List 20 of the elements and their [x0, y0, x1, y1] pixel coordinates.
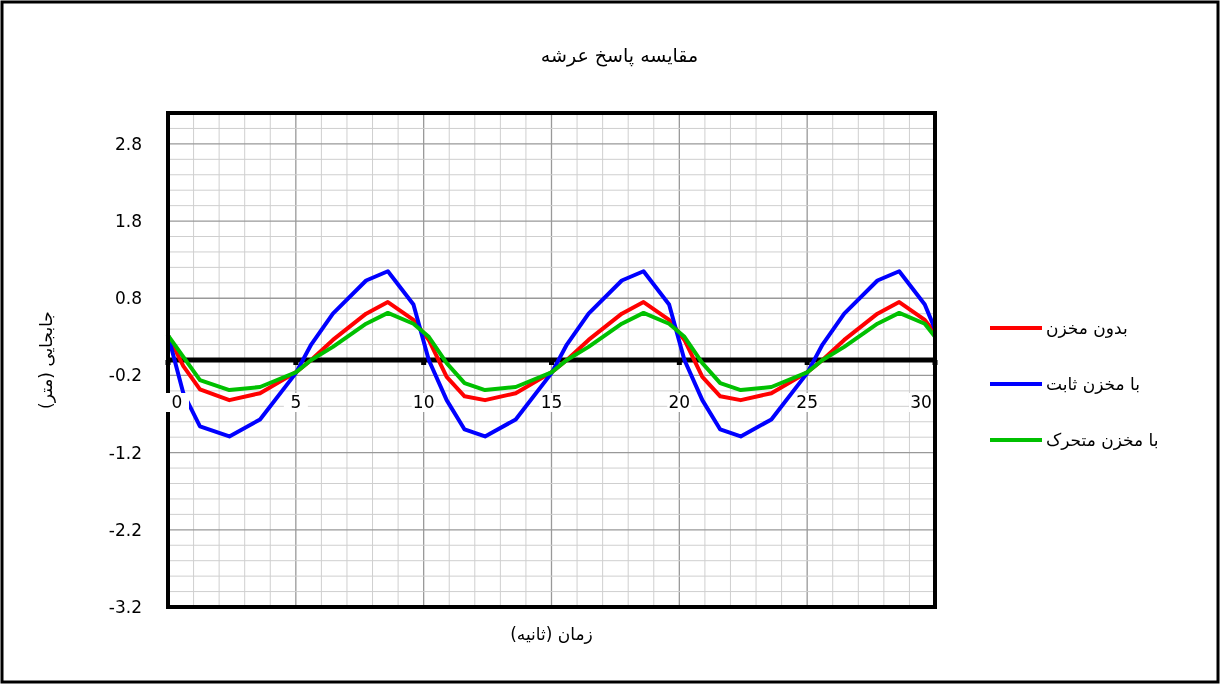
legend-label: بدون مخزن: [1046, 318, 1128, 338]
y-tick-label: -1.2: [108, 442, 142, 463]
x-axis-title: زمان (ثانیه): [510, 624, 593, 644]
x-tick-label: 15: [540, 392, 563, 412]
x-tick-label: 5: [290, 392, 302, 412]
x-tick-label: 0: [171, 392, 183, 412]
y-tick-label: -0.2: [108, 365, 142, 386]
x-tick-label: 20: [668, 392, 691, 412]
x-tick-label: 25: [796, 392, 818, 412]
x-tick-label: 30: [910, 392, 932, 412]
y-tick-label: 1.8: [114, 211, 142, 232]
x-tick-label: 10: [412, 392, 435, 412]
chart-title: مقایسه پاسخ عرشه: [540, 44, 699, 67]
legend-label: با مخزن ثابت: [1046, 374, 1140, 394]
legend-label: با مخزن متحرک: [1046, 430, 1159, 450]
y-tick-label: 0.8: [114, 288, 142, 309]
y-tick-label: -3.2: [108, 597, 142, 617]
y-tick-label: 2.8: [114, 133, 142, 154]
y-axis-title: جابجایی (متر): [36, 311, 56, 409]
y-tick-label: -2.2: [108, 519, 142, 540]
